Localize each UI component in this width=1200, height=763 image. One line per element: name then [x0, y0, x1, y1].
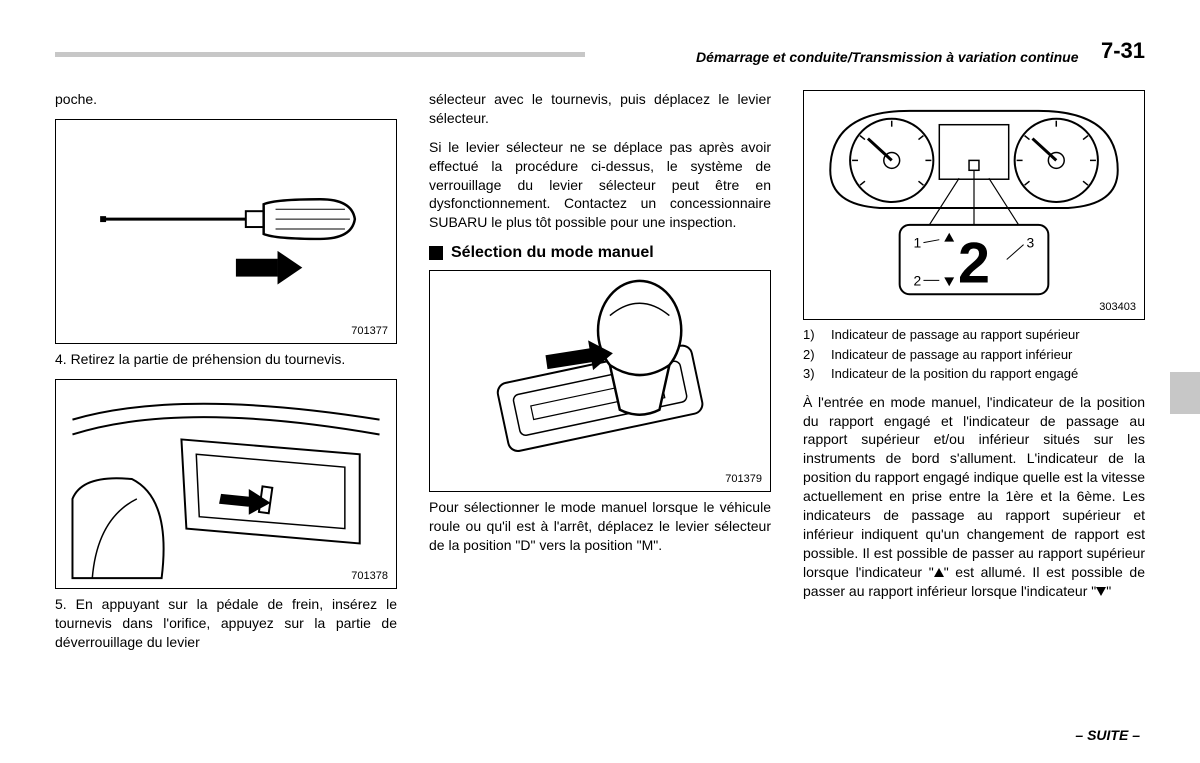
svg-text:2: 2 — [914, 272, 922, 288]
figure-dash-indicator: 2 1 2 3 303403 — [803, 90, 1145, 320]
screwdriver-icon — [56, 120, 396, 343]
header-rule — [55, 52, 585, 57]
section-title: Démarrage et conduite/Transmission à var… — [696, 49, 1079, 65]
gear-digit: 2 — [958, 231, 990, 295]
shift-lever-icon — [430, 271, 770, 491]
column-1: poche. 701377 4. Retirez la partie de pr… — [55, 90, 397, 730]
col1-p2: 4. Retirez la partie de préhension du to… — [55, 350, 397, 369]
figure-number: 701379 — [725, 472, 762, 487]
col2-p2: Si le levier sélecteur ne se déplace pas… — [429, 138, 771, 232]
square-bullet-icon — [429, 246, 443, 260]
subheading-text: Sélection du mode manuel — [451, 242, 654, 264]
legend-item: 3)Indicateur de la position du rapport e… — [803, 365, 1145, 383]
svg-text:1: 1 — [914, 235, 922, 251]
col3-p1: À l'entrée en mode manuel, l'indicateur … — [803, 393, 1145, 601]
dash-indicator-icon: 2 1 2 3 — [804, 91, 1144, 319]
triangle-down-icon — [1096, 587, 1106, 596]
figure-glovebox: 701378 — [55, 379, 397, 589]
subheading-manual-mode: Sélection du mode manuel — [429, 242, 771, 264]
column-3: 2 1 2 3 303403 1)Indicateur de passage a… — [803, 90, 1145, 730]
svg-text:3: 3 — [1027, 235, 1035, 251]
page-number: 7-31 — [1101, 38, 1145, 63]
figure-number: 701378 — [351, 569, 388, 584]
col1-p1: poche. — [55, 90, 397, 109]
col2-p1: sélecteur avec le tournevis, puis déplac… — [429, 90, 771, 128]
figure-number: 701377 — [351, 324, 388, 339]
figure-screwdriver: 701377 — [55, 119, 397, 344]
continued-label: – SUITE – — [1075, 727, 1140, 743]
column-2: sélecteur avec le tournevis, puis déplac… — [429, 90, 771, 730]
thumb-tab — [1170, 372, 1200, 414]
content-columns: poche. 701377 4. Retirez la partie de pr… — [55, 90, 1145, 730]
legend-item: 2)Indicateur de passage au rapport infér… — [803, 346, 1145, 364]
legend-list: 1)Indicateur de passage au rapport supér… — [803, 326, 1145, 383]
figure-shift-lever: 701379 — [429, 270, 771, 492]
page-header: Démarrage et conduite/Transmission à var… — [696, 42, 1145, 68]
glovebox-icon — [56, 380, 396, 588]
legend-item: 1)Indicateur de passage au rapport supér… — [803, 326, 1145, 344]
col2-p3: Pour sélectionner le mode manuel lorsque… — [429, 498, 771, 555]
figure-number: 303403 — [1099, 300, 1136, 315]
col1-p3: 5. En appuyant sur la pédale de frein, i… — [55, 595, 397, 652]
triangle-up-icon — [934, 568, 944, 577]
